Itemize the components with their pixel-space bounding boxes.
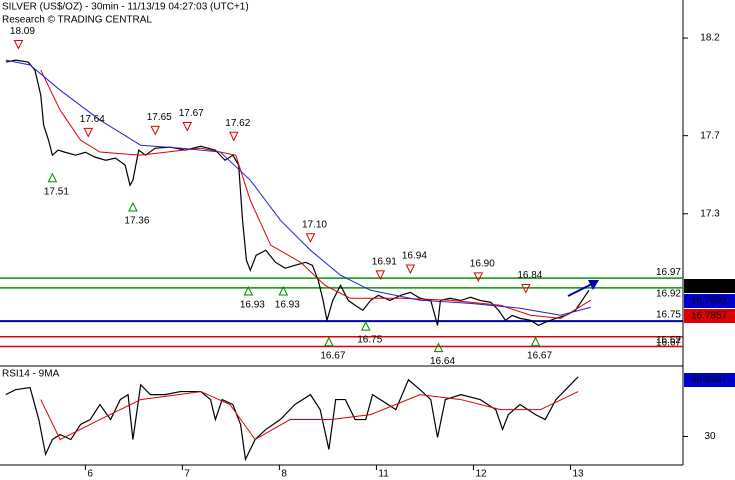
high-marker	[405, 264, 416, 275]
high-marker	[182, 122, 193, 132]
high-marker	[13, 40, 24, 50]
level-label: 16.97	[656, 267, 681, 278]
last-value-box	[684, 294, 735, 308]
high-marker	[521, 284, 531, 294]
x-tick-label: 12	[475, 469, 487, 480]
high-label: 16.91	[372, 257, 397, 268]
low-label: 16.67	[320, 350, 345, 361]
last-value-box	[684, 279, 735, 293]
x-tick-label: 6	[87, 469, 93, 480]
level-label: 16.75	[656, 310, 681, 321]
high-label: 16.84	[517, 270, 542, 281]
chart-title: SILVER (US$/OZ) - 30min - 11/13/19 04:27…	[2, 2, 249, 13]
y-tick-label: 17.3	[700, 208, 720, 219]
high-marker	[473, 272, 484, 282]
last-value-label: 16.841	[691, 281, 722, 292]
level-label: 16.92	[656, 289, 681, 300]
x-tick-label: 13	[572, 469, 584, 480]
low-marker	[360, 320, 371, 331]
high-marker	[83, 127, 94, 138]
series-line	[5, 376, 579, 462]
y-tick-label: 18.2	[700, 33, 720, 44]
low-label: 16.93	[275, 300, 300, 311]
low-marker	[324, 336, 334, 347]
low-label: 17.36	[124, 216, 149, 227]
last-value-label: 16.7857	[691, 311, 728, 322]
low-marker	[47, 172, 58, 183]
y-tick-label: 17.7	[700, 130, 720, 141]
high-label: 17.62	[225, 118, 250, 129]
high-label: 16.90	[470, 258, 495, 269]
high-label: 17.10	[302, 219, 327, 230]
low-marker	[530, 336, 541, 347]
last-value-label: 59.8397	[691, 375, 728, 386]
high-marker	[229, 131, 239, 142]
low-label: 16.64	[430, 356, 455, 367]
y-tick-label: 30	[704, 431, 716, 442]
rsi-title: RSI14 - 9MA	[2, 369, 60, 380]
low-label: 17.51	[44, 186, 69, 197]
series-line	[5, 59, 591, 316]
low-marker	[433, 342, 444, 353]
level-label: 16.67	[656, 337, 681, 348]
high-label: 17.65	[147, 112, 172, 123]
high-label: 17.67	[179, 108, 204, 119]
low-label: 16.93	[240, 300, 265, 311]
series-line	[5, 59, 590, 327]
last-value-box	[684, 373, 735, 387]
high-marker	[150, 125, 161, 136]
low-marker	[278, 285, 289, 296]
high-marker	[375, 270, 386, 280]
trend-arrow	[567, 280, 599, 297]
x-tick-label: 7	[184, 469, 190, 480]
low-marker	[128, 201, 138, 212]
low-label: 16.67	[527, 350, 552, 361]
high-label: 17.64	[80, 114, 105, 125]
x-tick-label: 11	[378, 469, 389, 480]
high-marker	[305, 233, 316, 243]
high-label: 18.09	[10, 26, 35, 37]
last-value-box	[684, 309, 735, 323]
high-label: 16.94	[402, 251, 427, 262]
x-tick-label: 8	[281, 469, 287, 480]
series-line	[40, 391, 579, 441]
low-label: 16.75	[357, 335, 382, 346]
low-marker	[243, 285, 254, 296]
last-value-label: 16.7892	[691, 296, 728, 307]
level-label: 16.62	[656, 335, 681, 346]
chart-subtitle: Research © TRADING CENTRAL	[2, 15, 152, 26]
